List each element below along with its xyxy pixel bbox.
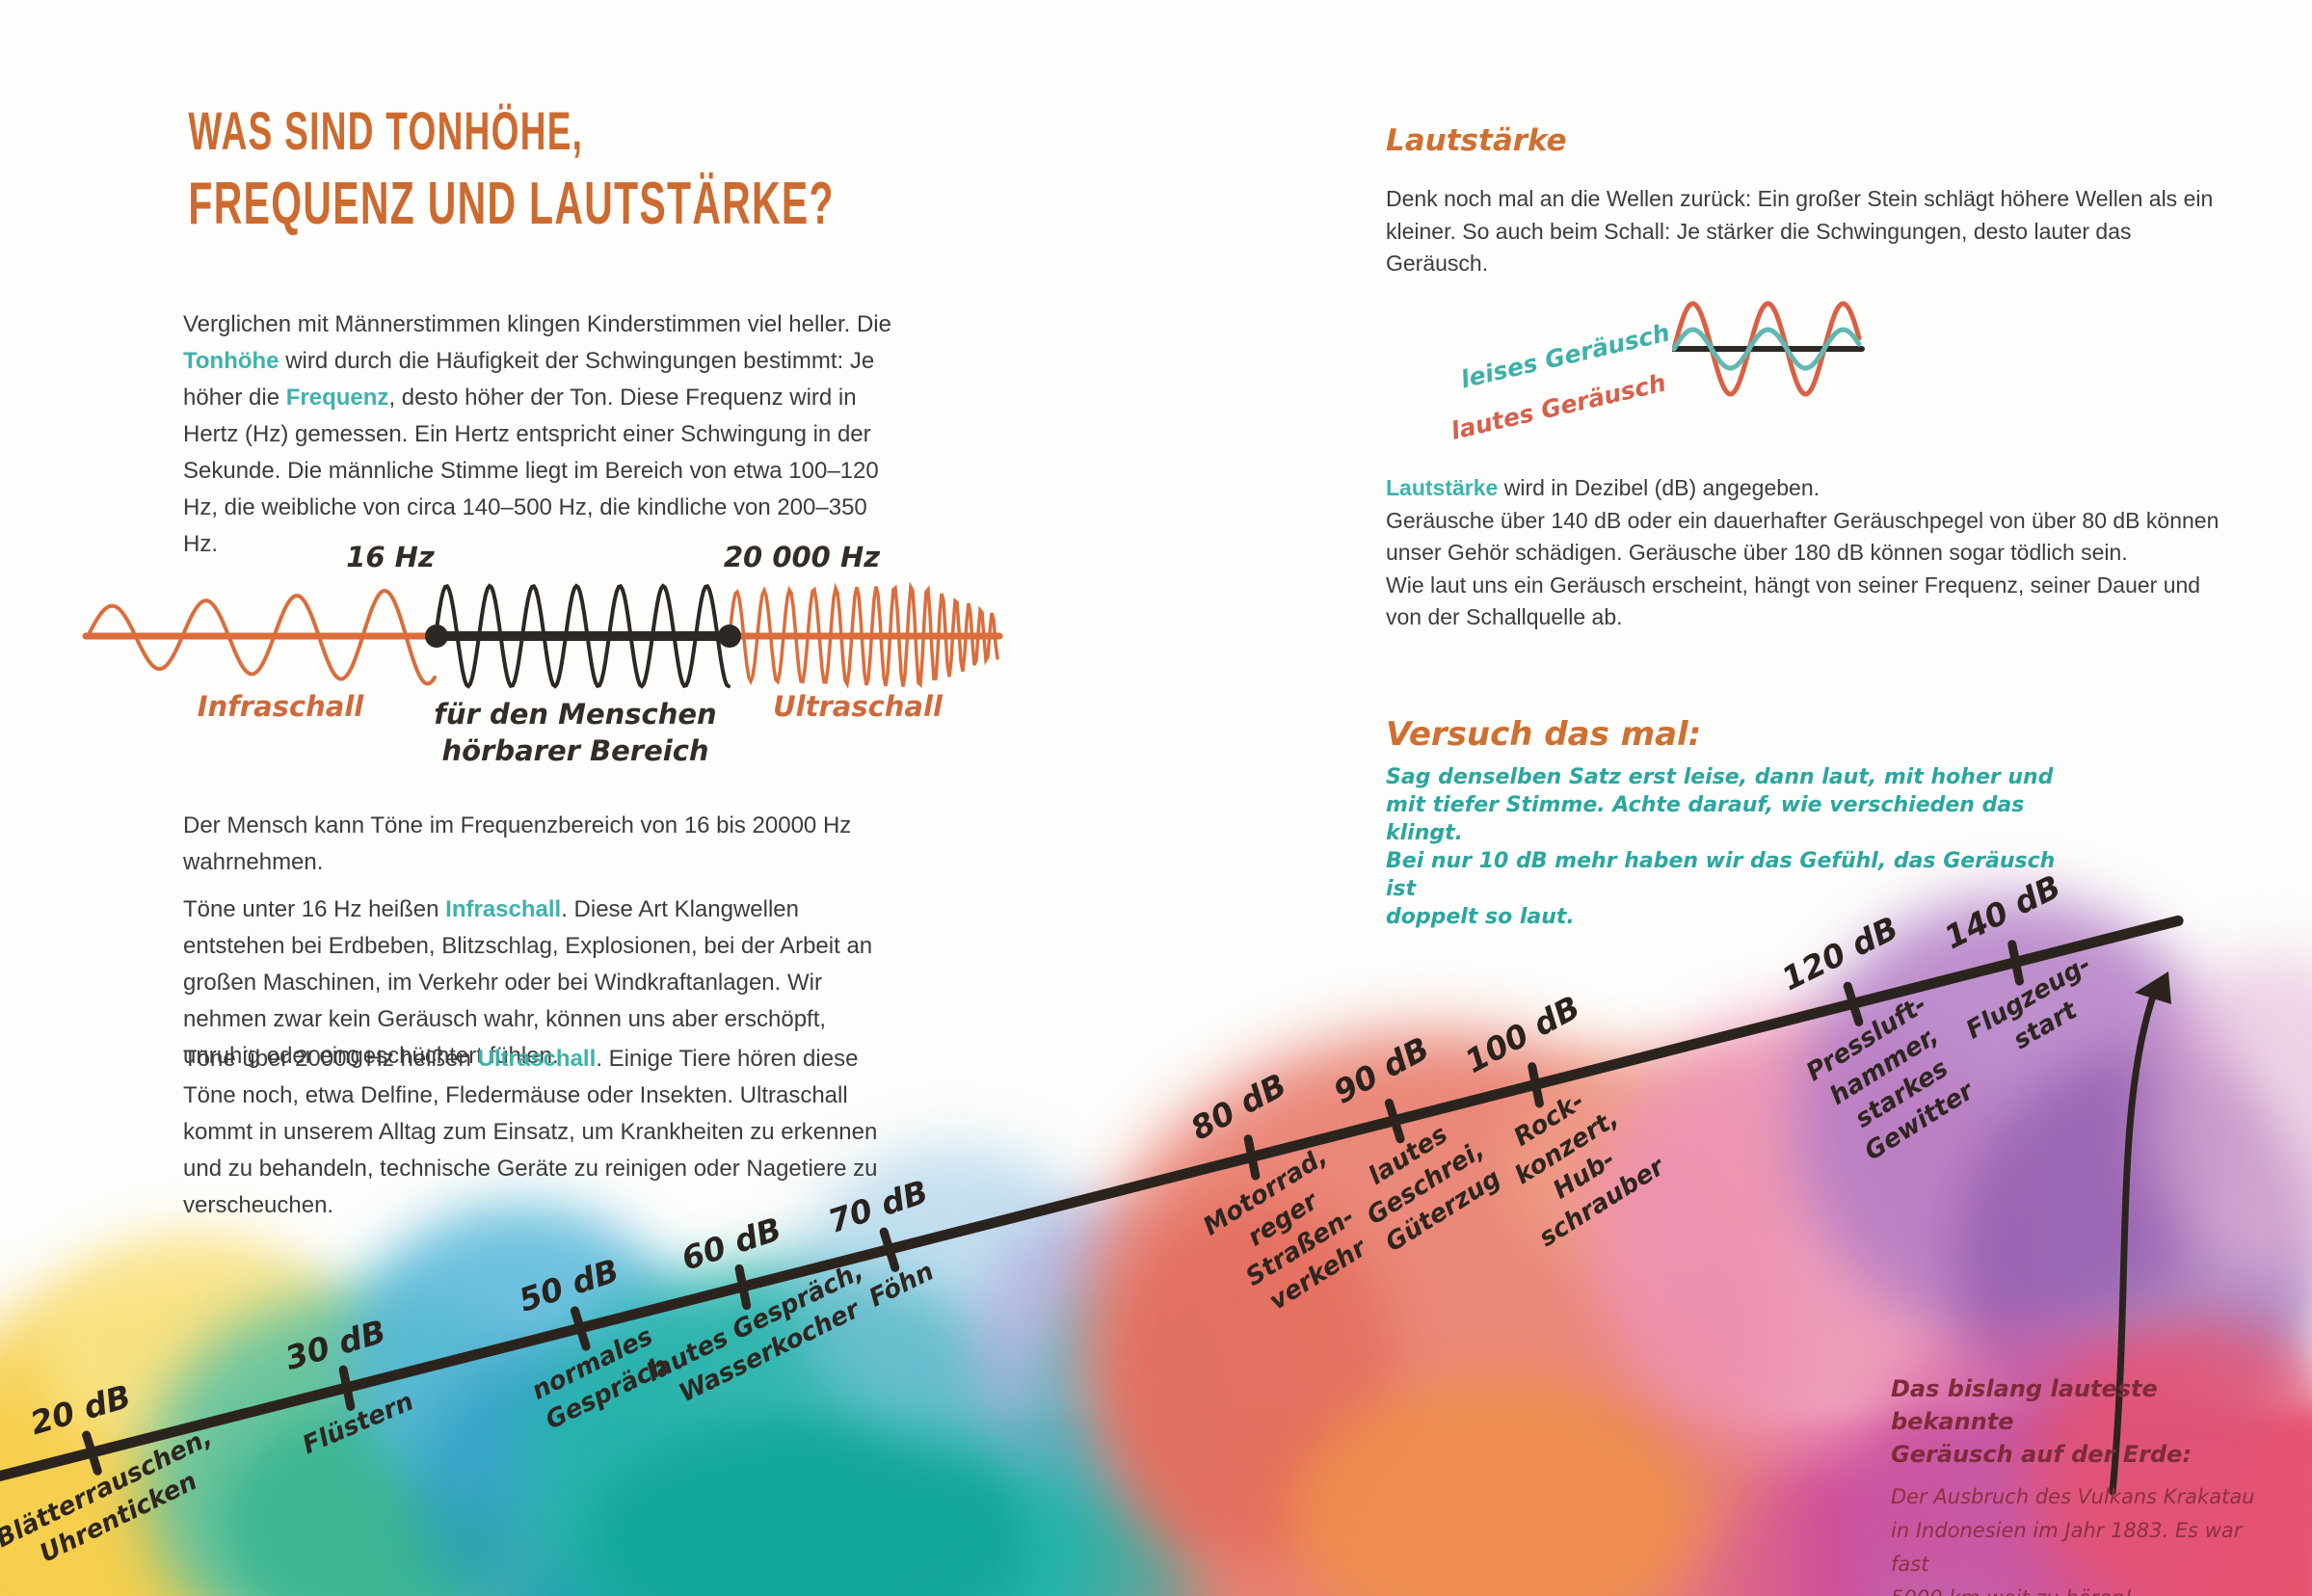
page-title-line1: WAS SIND TONHÖHE, [188, 100, 584, 161]
text-segment: Lautstärke [1386, 475, 1499, 500]
text-segment: Ultraschall [477, 1046, 597, 1072]
zone-ultrasound-label: Ultraschall [773, 690, 943, 723]
paragraph-hearing-range: Der Mensch kann Töne im Frequenzbereich … [183, 808, 906, 881]
text-segment: . Einige Tiere hören diese Töne noch, et… [183, 1046, 878, 1218]
paragraph-pitch-intro: Verglichen mit Männerstimmen klingen Kin… [183, 306, 906, 563]
note-heading: Das bislang lauteste bekannte Geräusch au… [1891, 1375, 2192, 1468]
text-segment: wird in Dezibel (dB) angegeben. [1498, 475, 1820, 500]
text-segment: , desto höher der Ton. Diese Frequenz wi… [183, 385, 879, 557]
text-segment: Denk noch mal an die Wellen zurück: Ein … [1386, 186, 2214, 276]
try-it-heading: Versuch das mal: [1386, 715, 1702, 754]
text-segment: Geräusche über 140 dB oder ein dauerhaft… [1386, 507, 2219, 566]
paragraph-decibels: Lautstärke wird in Dezibel (dB) angegebe… [1386, 472, 2219, 634]
amplitude-waves-diagram [1672, 301, 1865, 397]
text-segment: Töne über 20000 Hz heißen [183, 1046, 478, 1072]
text-segment: Töne unter 16 Hz heißen [183, 896, 446, 922]
frequency-spectrum-diagram [82, 581, 1003, 689]
text-segment: Der Mensch kann Töne im Frequenzbereich … [183, 812, 852, 875]
text-segment: Frequenz [285, 385, 389, 411]
loudest-sound-note: Das bislang lauteste bekannte Geräusch au… [1891, 1372, 2286, 1596]
loudness-heading: Lautstärke [1386, 123, 1567, 158]
text-segment: Wie laut uns ein Geräusch erscheint, hän… [1386, 572, 2201, 630]
watercolor-blob [2033, 1320, 2312, 1596]
try-it-text: Sag denselben Satz erst leise, dann laut… [1386, 765, 2056, 929]
paragraph-decibels-a: Lautstärke wird in Dezibel (dB) angegebe… [1386, 472, 2219, 505]
freq-low-label: 16 Hz [346, 541, 435, 573]
paragraph-decibels-b: Geräusche über 140 dB oder ein dauerhaft… [1386, 505, 2219, 570]
watercolor-blob [1291, 1378, 1696, 1596]
note-body: Der Ausbruch des Vulkans Krakatau in Indo… [1891, 1485, 2255, 1596]
paragraph-infrasound: Töne unter 16 Hz heißen Infraschall. Die… [183, 891, 906, 1075]
freq-high-label: 20 000 Hz [723, 541, 881, 573]
page-title-line2: FREQUENZ UND LAUTSTÄRKE? [188, 171, 835, 237]
text-segment: wird durch die Häufigkeit der Schwingung… [183, 348, 875, 411]
zone-audible-label: für den Menschen hörbarer Bereich [434, 698, 717, 767]
page-title: WAS SIND TONHÖHE, FREQUENZ UND LAUTSTÄRK… [87, 94, 835, 241]
paragraph-ultrasound: Töne über 20000 Hz heißen Ultraschall. E… [183, 1041, 906, 1224]
text-segment: Verglichen mit Männerstimmen klingen Kin… [183, 311, 891, 337]
text-segment: Infraschall [445, 896, 562, 922]
text-segment: . Diese Art Klangwellen entstehen bei Er… [183, 896, 873, 1069]
zone-infrasound-label: Infraschall [197, 690, 364, 723]
text-segment: Tonhöhe [183, 348, 279, 374]
paragraph-loudness-intro: Denk noch mal an die Wellen zurück: Ein … [1386, 183, 2219, 280]
paragraph-decibels-c: Wie laut uns ein Geräusch erscheint, hän… [1386, 570, 2219, 634]
